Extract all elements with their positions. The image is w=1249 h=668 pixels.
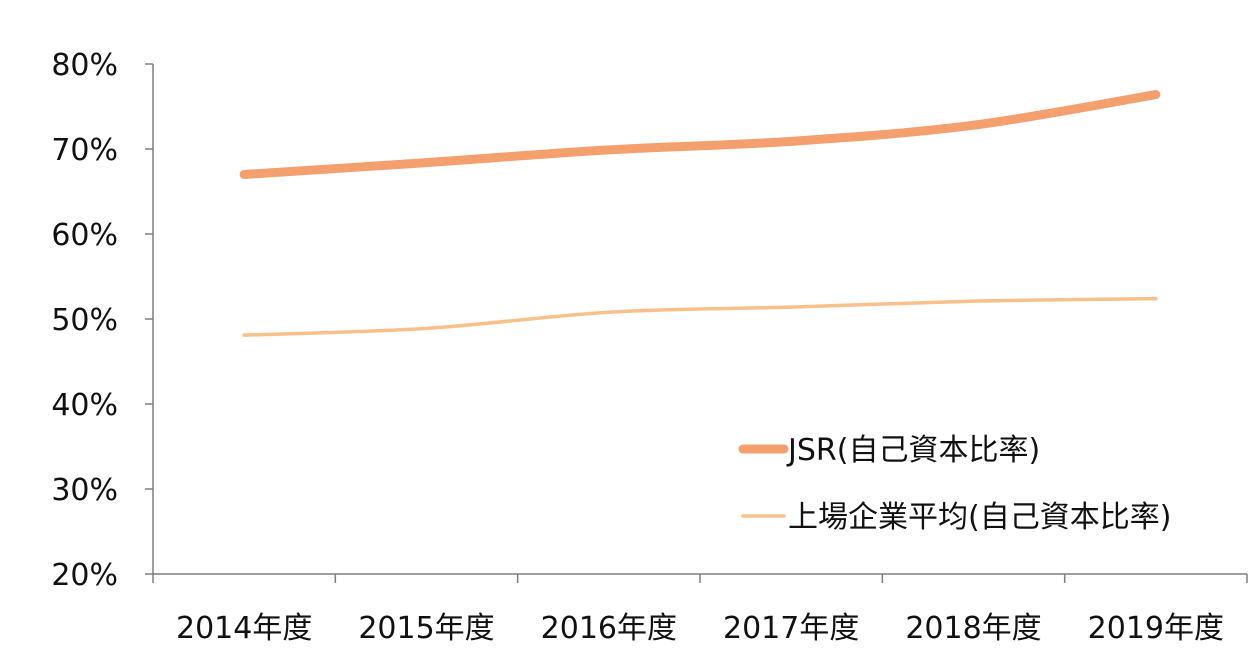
y-tick-label: 30% bbox=[51, 473, 118, 508]
x-tick-label: 2014年度 bbox=[176, 611, 312, 646]
x-tick-label: 2016年度 bbox=[541, 611, 677, 646]
y-tick-label: 80% bbox=[51, 48, 118, 83]
y-tick-label: 60% bbox=[51, 218, 118, 253]
x-tick-label: 2018年度 bbox=[905, 611, 1041, 646]
x-tick-label: 2015年度 bbox=[358, 611, 494, 646]
chart-axes: 80% 70% 60% 50% 40% 30% 20% 2014年度 2015年度 2016年度… bbox=[51, 48, 1248, 646]
series-line-market-average bbox=[242, 296, 1158, 337]
x-axis-ticks: 2014年度 2015年度 2016年度 2017年度 2018年度 2019年度 bbox=[152, 574, 1248, 646]
y-tick-label: 40% bbox=[51, 388, 118, 423]
y-axis-ticks: 80% 70% 60% 50% 40% 30% 20% bbox=[51, 48, 153, 593]
series-layer bbox=[239, 90, 1161, 337]
legend-label-market-average: 上場企業平均(自己資本比率) bbox=[788, 500, 1171, 535]
legend: JSR(自己資本比率) 上場企業平均(自己資本比率) bbox=[738, 433, 1171, 535]
y-tick-label: 70% bbox=[51, 133, 118, 168]
y-tick-label: 50% bbox=[51, 303, 118, 338]
x-tick-label: 2017年度 bbox=[723, 611, 859, 646]
legend-label-jsr: JSR(自己資本比率) bbox=[786, 433, 1040, 468]
y-tick-label: 20% bbox=[51, 558, 118, 593]
x-tick-label: 2019年度 bbox=[1088, 611, 1224, 646]
series-line-jsr bbox=[239, 90, 1161, 179]
